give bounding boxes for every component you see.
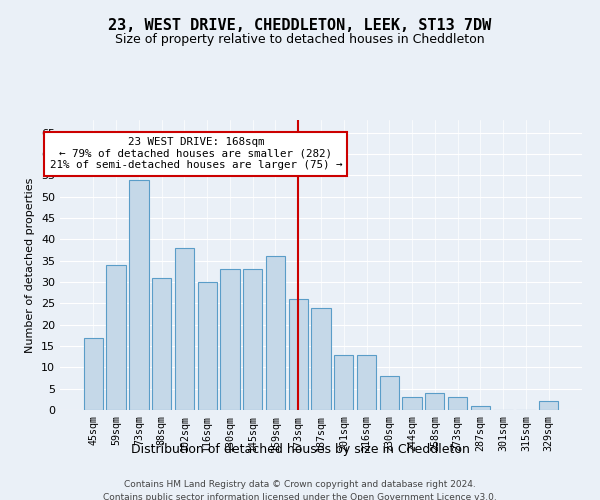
Bar: [539, 402, 558, 410]
Bar: [266, 256, 285, 410]
Bar: [357, 354, 376, 410]
Bar: [175, 248, 194, 410]
Bar: [289, 299, 308, 410]
Bar: [220, 270, 239, 410]
Bar: [311, 308, 331, 410]
Bar: [129, 180, 149, 410]
Text: 23, WEST DRIVE, CHEDDLETON, LEEK, ST13 7DW: 23, WEST DRIVE, CHEDDLETON, LEEK, ST13 7…: [109, 18, 491, 32]
Bar: [334, 354, 353, 410]
Bar: [380, 376, 399, 410]
Text: 23 WEST DRIVE: 168sqm
← 79% of detached houses are smaller (282)
21% of semi-det: 23 WEST DRIVE: 168sqm ← 79% of detached …: [50, 137, 342, 170]
Text: Size of property relative to detached houses in Cheddleton: Size of property relative to detached ho…: [115, 32, 485, 46]
Bar: [243, 270, 262, 410]
Bar: [403, 397, 422, 410]
Bar: [84, 338, 103, 410]
Bar: [448, 397, 467, 410]
Bar: [425, 393, 445, 410]
Y-axis label: Number of detached properties: Number of detached properties: [25, 178, 35, 352]
Text: Contains public sector information licensed under the Open Government Licence v3: Contains public sector information licen…: [103, 492, 497, 500]
Bar: [106, 265, 126, 410]
Text: Distribution of detached houses by size in Cheddleton: Distribution of detached houses by size …: [131, 442, 469, 456]
Bar: [470, 406, 490, 410]
Bar: [152, 278, 172, 410]
Bar: [197, 282, 217, 410]
Text: Contains HM Land Registry data © Crown copyright and database right 2024.: Contains HM Land Registry data © Crown c…: [124, 480, 476, 489]
